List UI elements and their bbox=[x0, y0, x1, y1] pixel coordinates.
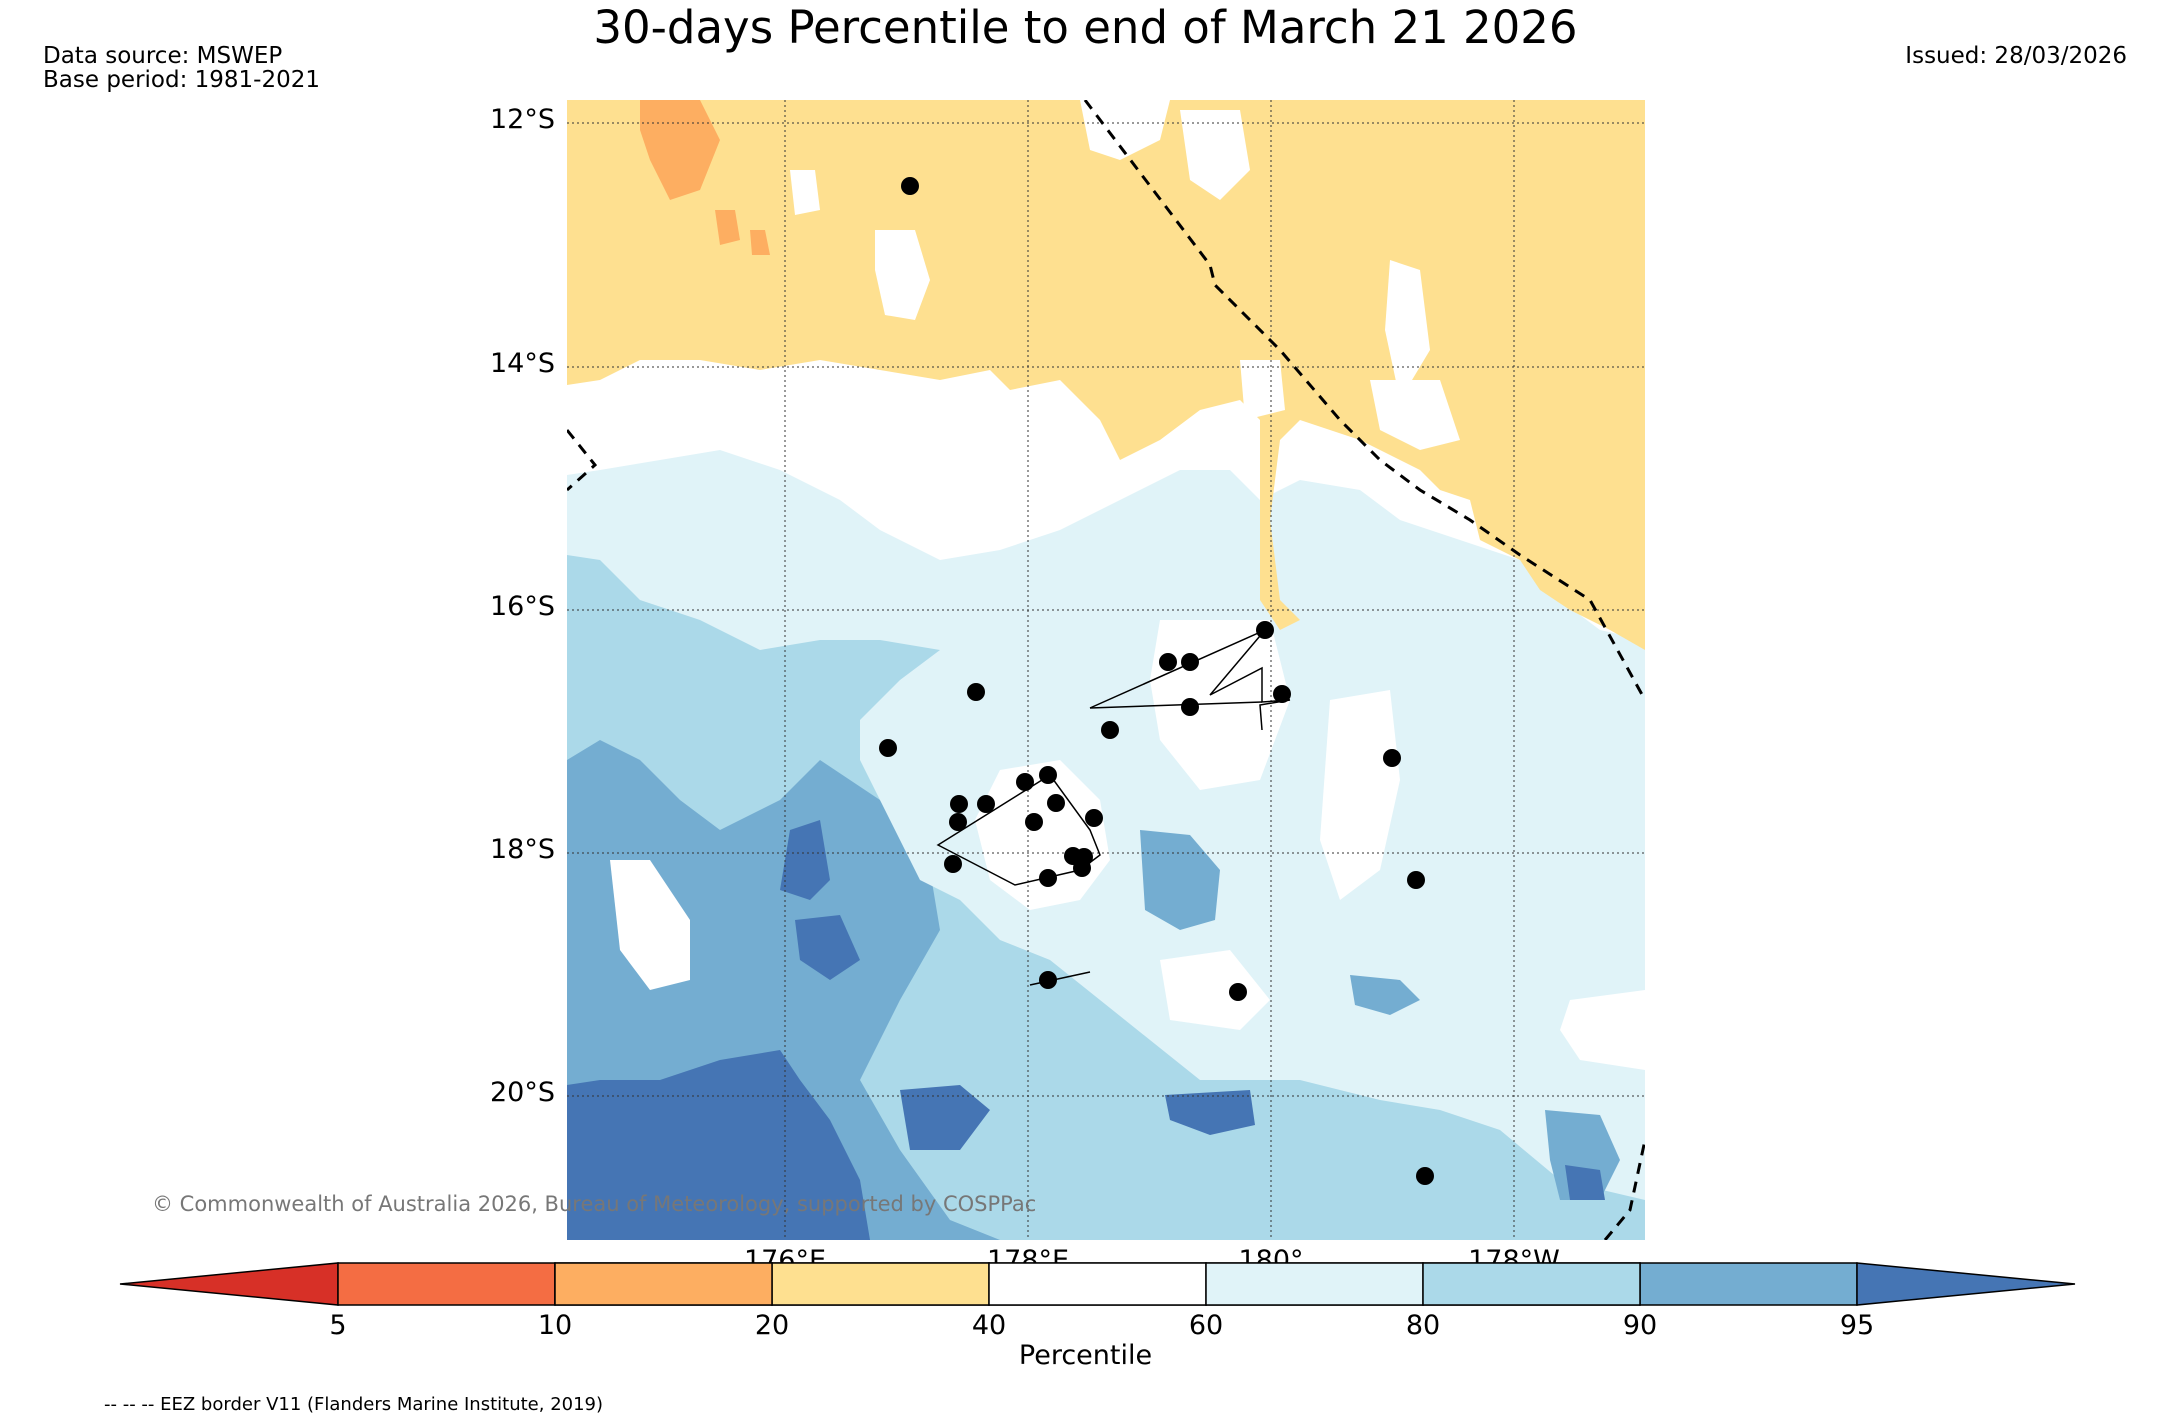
copyright-notice: © Commonwealth of Australia 2026, Bureau… bbox=[152, 1192, 1037, 1216]
colorbar-tick-20: 20 bbox=[754, 1310, 790, 1341]
graticule bbox=[567, 100, 1645, 1240]
map-title: 30-days Percentile to end of March 21 20… bbox=[593, 1, 1578, 54]
colorbar-label: Percentile bbox=[1018, 1340, 1153, 1371]
colorbar-segment-5-10 bbox=[337, 1262, 556, 1306]
map-area bbox=[567, 100, 1645, 1240]
colorbar-tick-40: 40 bbox=[971, 1310, 1007, 1341]
base-period: Base period: 1981-2021 bbox=[43, 67, 321, 93]
region-10-20 bbox=[640, 100, 720, 200]
eez-legend-note: -- -- -- EEZ border V11 (Flanders Marine… bbox=[104, 1394, 604, 1415]
colorbar-tick-10: 10 bbox=[537, 1310, 573, 1341]
eez-border bbox=[567, 100, 1645, 1240]
data-source: Data source: MSWEP bbox=[43, 43, 283, 69]
lat-label-14s: 14°S bbox=[490, 348, 555, 379]
lon-label-180: 180° bbox=[1238, 1245, 1304, 1276]
lon-label-176e: 176°E bbox=[743, 1245, 827, 1276]
colorbar-tick-90: 90 bbox=[1622, 1310, 1658, 1341]
colorbar-segment-90-95 bbox=[1639, 1262, 1858, 1306]
colorbar-tick-5: 5 bbox=[329, 1310, 347, 1341]
station-dots bbox=[879, 177, 1434, 1185]
lat-label-16s: 16°S bbox=[490, 591, 555, 622]
colorbar-tick-95: 95 bbox=[1839, 1310, 1875, 1341]
colorbar-segment-below-5 bbox=[119, 1262, 339, 1306]
lat-label-20s: 20°S bbox=[490, 1077, 555, 1108]
issued-date: Issued: 28/03/2026 bbox=[1905, 43, 2127, 69]
colorbar-tick-60: 60 bbox=[1188, 1310, 1224, 1341]
metadata-left: Data source: MSWEP Base period: 1981-202… bbox=[43, 44, 320, 92]
lat-label-18s: 18°S bbox=[490, 834, 555, 865]
lon-label-178e: 178°E bbox=[986, 1245, 1070, 1276]
lon-label-178w: 178°W bbox=[1468, 1245, 1560, 1276]
lat-label-12s: 12°S bbox=[490, 104, 555, 135]
colorbar-segment-above-95 bbox=[1856, 1262, 2076, 1306]
region-20-40 bbox=[567, 100, 1645, 650]
colorbar-tick-80: 80 bbox=[1405, 1310, 1441, 1341]
